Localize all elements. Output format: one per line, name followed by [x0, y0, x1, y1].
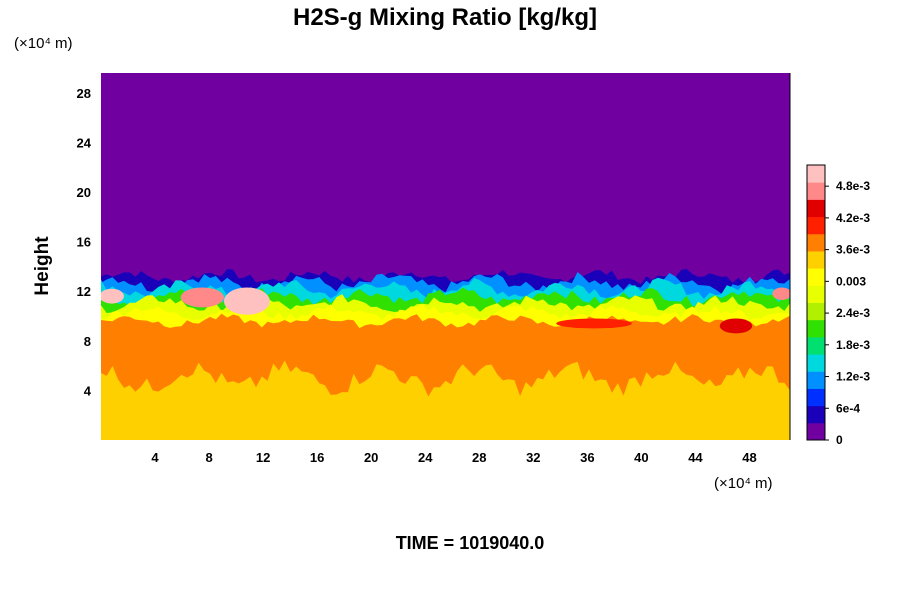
colorbar-label: 3.6e-3 [836, 243, 870, 257]
field-layers [101, 268, 790, 440]
heatmap-plot-area [101, 73, 791, 440]
colorbar-swatch [807, 371, 825, 389]
y-tick-label: 12 [77, 284, 91, 299]
colorbar-label: 0.003 [836, 274, 866, 288]
y-tick-label: 28 [77, 86, 91, 101]
x-tick-label: 16 [310, 450, 324, 465]
colorbar-swatch [807, 388, 825, 407]
colorbar-swatch [807, 354, 825, 372]
colorbar-swatch [807, 405, 825, 424]
colorbar-label: 0 [836, 433, 843, 447]
field-hotspot [180, 287, 224, 308]
colorbar-frame [806, 164, 826, 441]
colorbar-swatch [807, 285, 825, 303]
colorbar-swatch [807, 302, 825, 321]
field-hotspot [556, 318, 632, 329]
x-tick-label: 32 [526, 450, 540, 465]
y-tick-label: 4 [84, 383, 92, 398]
colorbar: 0 6e-4 1.2e-3 1.8e-3 2.4e-3 0.003 3.6e-3 4.2e-3… [806, 164, 870, 447]
x-tick-label: 36 [580, 450, 594, 465]
colorbar-label: 1.8e-3 [836, 338, 870, 352]
chart-title: H2S-g Mixing Ratio [kg/kg] [293, 4, 597, 31]
time-label: TIME = 1019040.0 [396, 533, 545, 553]
x-tick-label: 40 [634, 450, 648, 465]
field-band [101, 360, 790, 440]
x-tick-label: 24 [418, 450, 433, 465]
x-tick-label: 4 [151, 450, 159, 465]
field-hotspot [772, 287, 790, 300]
x-tick-label: 12 [256, 450, 270, 465]
y-tick-label: 8 [84, 334, 91, 349]
x-tick-label: 44 [688, 450, 703, 465]
colorbar-swatch [807, 233, 825, 252]
x-axis-unit: (×10⁴ m) [714, 475, 773, 492]
colorbar-swatch [807, 422, 825, 441]
x-tick-label: 8 [205, 450, 212, 465]
colorbar-swatch [807, 336, 825, 355]
colorbar-label: 4.8e-3 [836, 179, 870, 193]
colorbar-label: 6e-4 [836, 401, 860, 415]
y-axis-label: Height [32, 236, 53, 296]
colorbar-label: 2.4e-3 [836, 306, 870, 320]
x-tick-label: 28 [472, 450, 486, 465]
field-hotspot [223, 287, 270, 315]
y-tick-labels: 4 8 12 16 20 24 28 [77, 86, 92, 399]
colorbar-swatch [807, 319, 825, 338]
colorbar-swatch [807, 216, 825, 235]
x-tick-labels: 4 8 12 16 20 24 28 32 36 40 44 48 [151, 450, 756, 465]
colorbar-swatch [807, 199, 825, 218]
colorbar-swatch [807, 268, 825, 286]
colorbar-swatch [807, 250, 825, 269]
y-axis-unit: (×10⁴ m) [14, 35, 73, 52]
colorbar-swatch [807, 165, 825, 183]
colorbar-label: 4.2e-3 [836, 211, 870, 225]
colorbar-swatch [807, 182, 825, 200]
y-tick-label: 24 [77, 135, 92, 150]
x-tick-label: 48 [742, 450, 756, 465]
field-hotspot [719, 318, 753, 334]
x-tick-label: 20 [364, 450, 378, 465]
y-tick-label: 20 [77, 185, 91, 200]
field-hotspot [101, 288, 124, 304]
y-tick-label: 16 [77, 235, 91, 250]
colorbar-label: 1.2e-3 [836, 370, 870, 384]
